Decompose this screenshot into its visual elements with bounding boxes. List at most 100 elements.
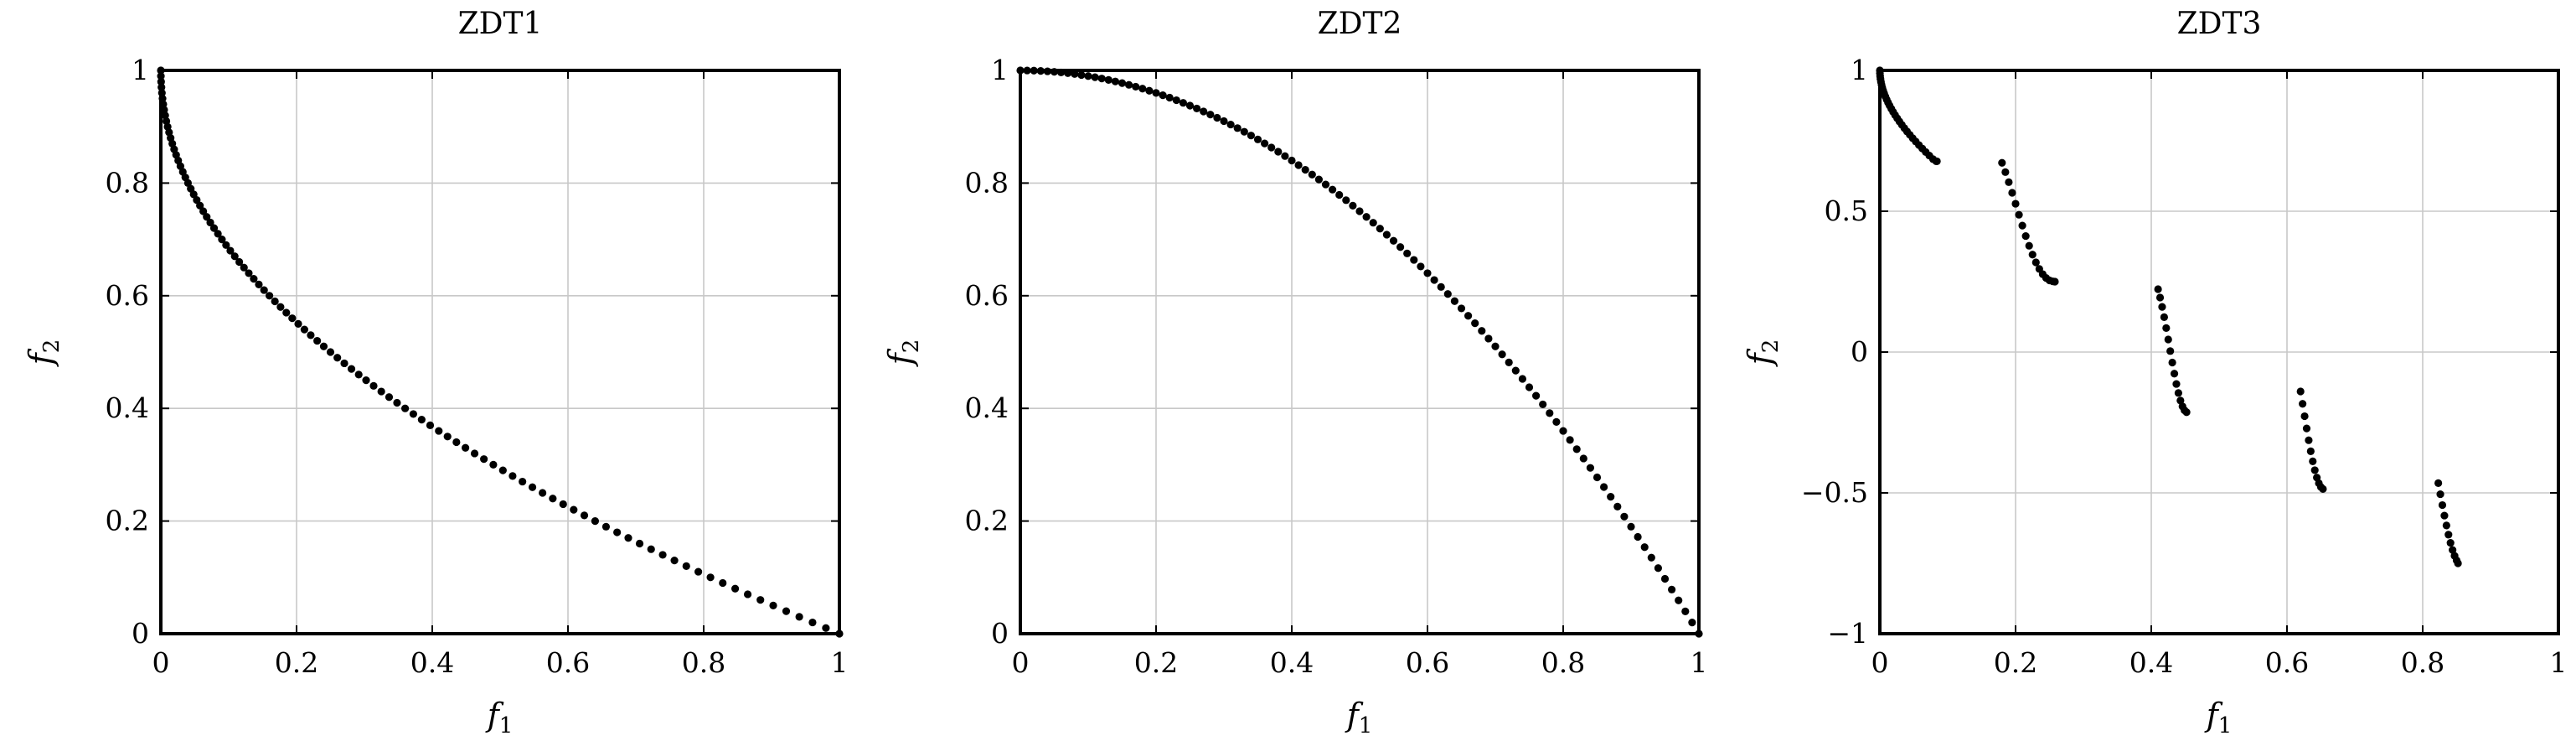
data-point xyxy=(426,421,435,429)
y-tick-label: 0 xyxy=(991,617,1009,650)
data-point xyxy=(260,286,268,294)
data-point xyxy=(1613,502,1622,510)
data-point xyxy=(226,246,235,255)
y-tick-label: −0.5 xyxy=(1801,476,1868,509)
x-tick-label: 0.6 xyxy=(2265,646,2309,679)
data-point xyxy=(1640,543,1649,552)
data-point xyxy=(1539,400,1547,409)
data-point xyxy=(624,534,632,542)
data-point xyxy=(2306,447,2315,455)
data-point xyxy=(719,578,727,588)
y-tick-label: −1 xyxy=(1827,617,1868,650)
data-point xyxy=(1206,111,1215,119)
x-tick-label: 0.2 xyxy=(275,646,318,679)
data-point xyxy=(401,404,410,412)
data-point xyxy=(601,522,611,531)
data-point xyxy=(157,83,166,91)
data-point xyxy=(2299,400,2307,408)
x-tick-label: 0.8 xyxy=(682,646,725,679)
data-point xyxy=(2021,231,2030,241)
data-point xyxy=(2155,293,2165,302)
data-point xyxy=(1410,256,1418,264)
data-point xyxy=(1403,249,1412,257)
data-point xyxy=(1036,67,1045,75)
data-point xyxy=(1450,297,1458,305)
y-tick-label: 0.6 xyxy=(106,279,149,312)
data-point xyxy=(2305,436,2313,444)
x-tick-label: 0 xyxy=(1871,646,1889,679)
y-axis-label: f2 xyxy=(882,339,924,368)
data-point xyxy=(1579,454,1587,463)
data-point xyxy=(1498,350,1506,359)
data-point xyxy=(1132,82,1140,91)
data-point xyxy=(209,224,219,232)
data-point xyxy=(795,613,803,621)
data-point xyxy=(199,207,208,215)
x-tick-label: 0.4 xyxy=(2129,646,2173,679)
data-point xyxy=(1321,180,1330,189)
data-point xyxy=(2170,370,2179,378)
data-point xyxy=(1478,327,1486,335)
data-point xyxy=(1362,213,1371,221)
data-point xyxy=(2018,221,2026,230)
plot-frame xyxy=(1878,69,2560,635)
y-tick-label: 0 xyxy=(1851,335,1868,368)
data-point xyxy=(1376,225,1384,233)
data-point xyxy=(266,292,274,300)
data-point xyxy=(393,398,401,407)
data-point xyxy=(347,365,356,373)
data-point xyxy=(1654,564,1662,573)
data-point xyxy=(1016,66,1025,75)
data-point xyxy=(1145,86,1154,95)
data-point xyxy=(1491,342,1500,350)
data-point xyxy=(835,630,844,638)
data-point xyxy=(417,416,426,424)
data-point xyxy=(2319,484,2327,493)
data-point xyxy=(1668,585,1676,593)
x-tick-label: 1 xyxy=(1691,646,1708,679)
data-point xyxy=(1586,464,1594,472)
data-point xyxy=(1627,522,1635,531)
plot-frame xyxy=(1019,69,1701,635)
data-point xyxy=(2174,389,2182,397)
data-point xyxy=(549,495,557,503)
data-point xyxy=(1349,201,1357,210)
data-point xyxy=(2454,559,2462,567)
data-point xyxy=(1518,375,1526,383)
subplot-zdt2: 0 0.2 0.4 0.6 0.8 1 0 0.2 0.4 0.6 0.8 1 ZDT2 f1 f2 xyxy=(882,7,1708,738)
data-point xyxy=(377,387,385,396)
data-point xyxy=(2154,285,2162,293)
x-tick-label: 0.6 xyxy=(1406,646,1449,679)
data-point xyxy=(2442,521,2450,530)
data-point xyxy=(1077,70,1086,80)
data-point xyxy=(1138,85,1147,93)
data-point xyxy=(1546,409,1554,417)
data-point xyxy=(250,275,258,283)
data-point xyxy=(559,500,567,509)
data-point xyxy=(1593,473,1602,482)
data-point xyxy=(682,562,690,570)
data-point xyxy=(1308,170,1316,179)
data-point xyxy=(1185,101,1195,110)
data-point xyxy=(276,303,285,311)
data-point xyxy=(158,95,167,103)
data-point xyxy=(613,528,622,536)
data-point xyxy=(196,201,204,210)
data-point xyxy=(157,89,166,97)
y-tick-label: 0.2 xyxy=(965,505,1009,537)
data-point xyxy=(1314,175,1323,184)
data-point xyxy=(1369,219,1377,227)
data-point xyxy=(319,342,328,350)
data-point xyxy=(508,472,517,480)
data-point xyxy=(591,517,600,526)
x-tick-label: 1 xyxy=(2550,646,2568,679)
x-tick-label: 0.2 xyxy=(1134,646,1178,679)
data-point xyxy=(1511,366,1520,375)
data-point xyxy=(326,348,335,356)
y-tick-label: 0.4 xyxy=(965,391,1009,424)
data-point xyxy=(1532,391,1541,400)
series-0 xyxy=(1876,66,2462,567)
data-point xyxy=(528,483,537,491)
data-point xyxy=(1294,161,1303,169)
data-point xyxy=(1172,96,1180,105)
